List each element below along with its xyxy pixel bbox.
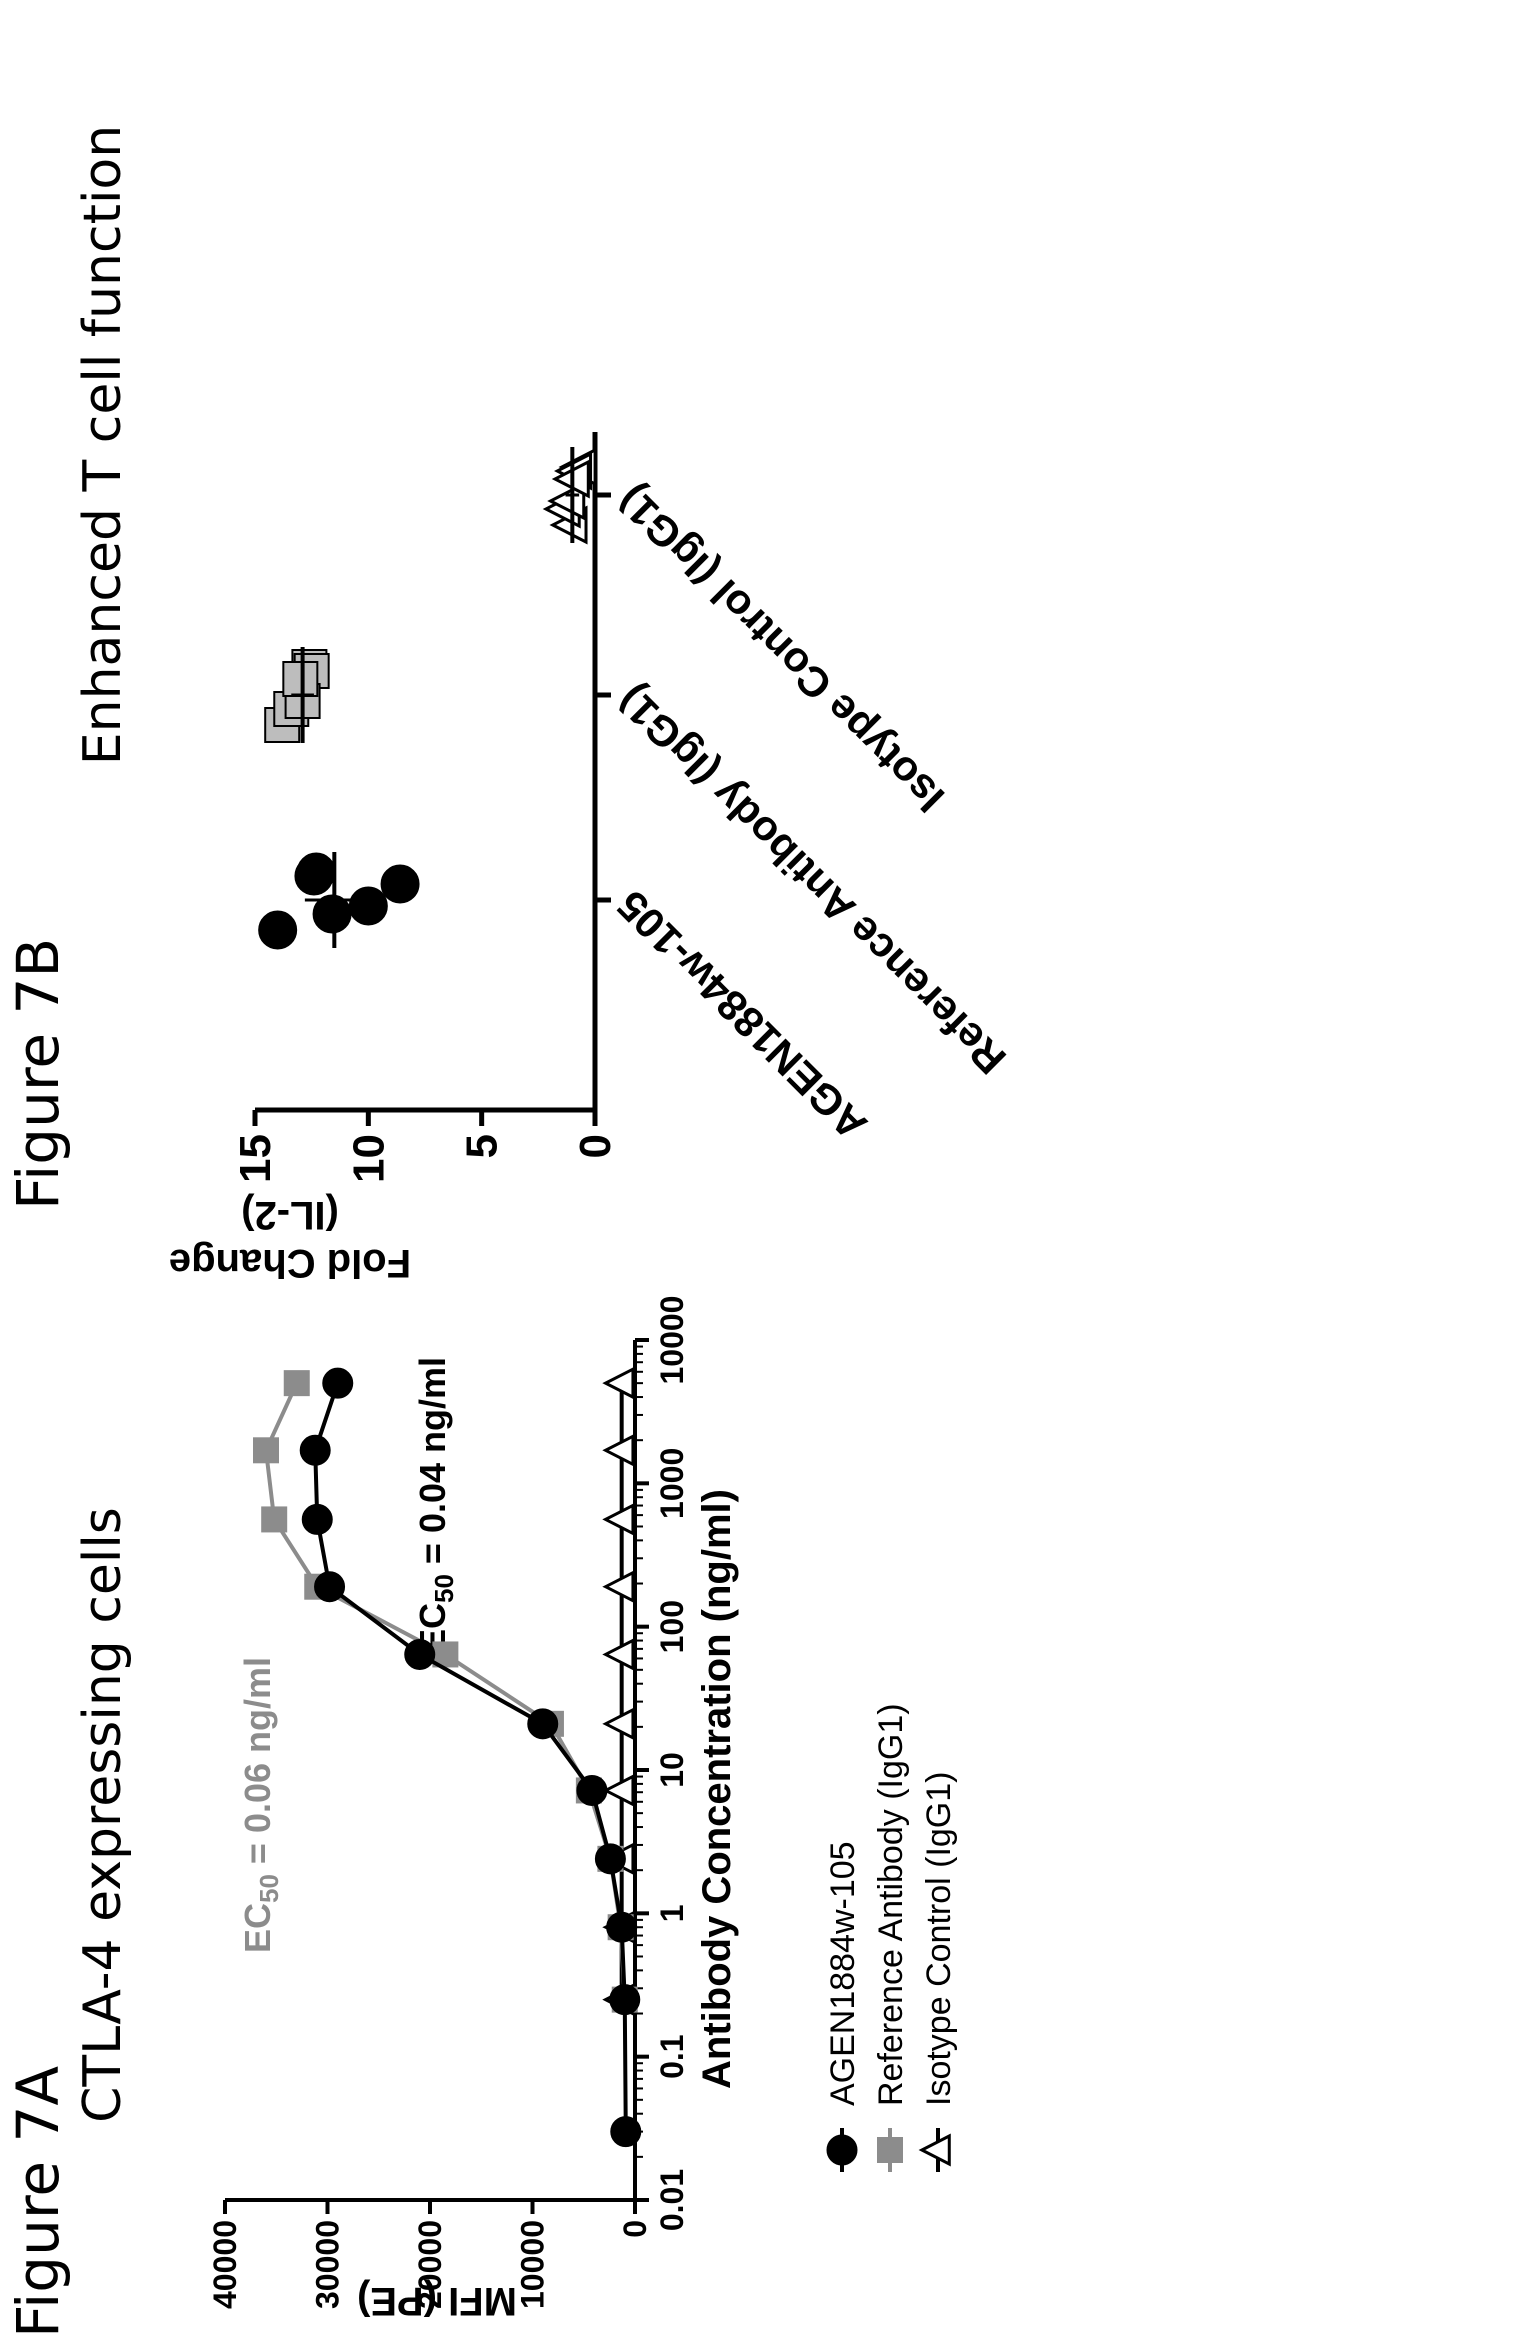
chart-a-data-point [602, 1637, 635, 1671]
legend-marker [877, 2137, 903, 2163]
chart-b-series-0 [258, 852, 420, 950]
chart-a-y-tick-label: 40000 [207, 2220, 243, 2309]
ec50-reference-annotation: EC50 = 0.06 ng/ml [237, 1657, 284, 1953]
chart-a-data-point [404, 1638, 436, 1670]
chart-a-x-tick-label: 10 [654, 1752, 690, 1788]
figure-7a-label: Figure 7A [4, 2066, 72, 2338]
chart-b-series-2 [542, 447, 597, 545]
chart-a-y-tick-label: 10000 [515, 2220, 551, 2309]
chart-a-data-point [609, 1984, 641, 2016]
legend-marker [918, 2133, 951, 2167]
chart-a-data-point [602, 1502, 635, 1536]
chart-a-legend: AGEN1884w-105 Reference Antibody (IgG1) Is… [824, 1703, 958, 2172]
panel-a-title: CTLA-4 expressing cells [73, 1507, 133, 2123]
chart-b-data-point [258, 910, 298, 950]
chart-a-series-line [313, 1382, 628, 2132]
chart-a-series-0 [299, 1367, 642, 2148]
chart-b-category-label: Isotype Control (IgG1) [608, 477, 953, 822]
chart-b-data-point [348, 886, 388, 926]
chart-a-data-point [322, 1367, 354, 1399]
chart-b-y-tick-label: 15 [231, 1134, 280, 1183]
chart-b-category-label: Reference Antibody (IgG1) [608, 677, 1015, 1084]
chart-a-x-tick-label: 1 [654, 1904, 690, 1922]
chart-b-series-1 [264, 647, 330, 743]
chart-b: Fold Change (IL-2) 051015AGEN1884w-105Re… [169, 432, 1015, 1285]
chart-a-data-point [606, 1911, 638, 1943]
chart-b-data-point [380, 864, 420, 904]
chart-a-data-point [602, 1773, 635, 1807]
chart-a-y-tick-label: 30000 [310, 2220, 346, 2309]
chart-a-y-tick-label: 20000 [412, 2220, 448, 2309]
chart-b-y-tick-label: 10 [344, 1134, 393, 1183]
legend-label: Isotype Control (IgG1) [920, 1772, 958, 2106]
ec50-agen-annotation: EC50 = 0.04 ng/ml [412, 1357, 459, 1653]
figure-7b-label: Figure 7B [4, 938, 72, 1210]
chart-a-data-point [602, 1707, 635, 1741]
chart-a-data-point [602, 1570, 635, 1604]
chart-a-data-point [299, 1434, 331, 1466]
chart-a-x-axis-title: Antibody Concentration (ng/ml) [695, 1489, 739, 2089]
legend-marker [826, 2134, 858, 2166]
chart-a-x-tick-label: 1000 [654, 1448, 690, 1519]
chart-a-data-point [527, 1708, 559, 1740]
chart-a-data-point [602, 1366, 635, 1400]
panel-b-title: Enhanced T cell function [73, 125, 133, 765]
chart-a-x-tick-label: 0.01 [654, 2169, 690, 2231]
chart-a-data-point [594, 1843, 626, 1875]
chart-a-x-tick-label: 0.1 [654, 2034, 690, 2078]
chart-b-data-point [294, 856, 334, 896]
chart-a-data-point [576, 1774, 608, 1806]
chart-a-data-point [602, 1433, 635, 1467]
chart-a-data-point [610, 2116, 642, 2148]
chart-b-y-tick-label: 5 [458, 1134, 507, 1158]
chart-a-x-tick-label: 100 [654, 1600, 690, 1653]
chart-b-data-point [547, 481, 586, 521]
chart-a-x-tick-label: 10000 [654, 1296, 690, 1385]
chart-b-data-point [312, 894, 352, 934]
chart-a-data-point [301, 1503, 333, 1535]
chart-b-y-axis-title-line1: Fold Change [169, 1241, 411, 1285]
chart-b-data-point [282, 661, 319, 697]
chart-a-y-axis-title: MFI (PE) [357, 2279, 517, 2323]
chart-b-y-axis-title-line2: (IL-2) [241, 1193, 339, 1237]
legend-label: AGEN1884w-105 [824, 1841, 862, 2106]
chart-a-data-point [253, 1437, 279, 1464]
chart-a-data-point [261, 1506, 288, 1533]
chart-a-y-tick-label: 0 [617, 2220, 653, 2238]
chart-a-data-point [283, 1370, 310, 1397]
chart-a: MFI (PE) Antibody Concentration (ng/ml) … [207, 1296, 739, 2323]
chart-a-data-point [314, 1571, 346, 1603]
chart-b-y-tick-label: 0 [571, 1134, 620, 1158]
legend-label: Reference Antibody (IgG1) [872, 1703, 910, 2106]
